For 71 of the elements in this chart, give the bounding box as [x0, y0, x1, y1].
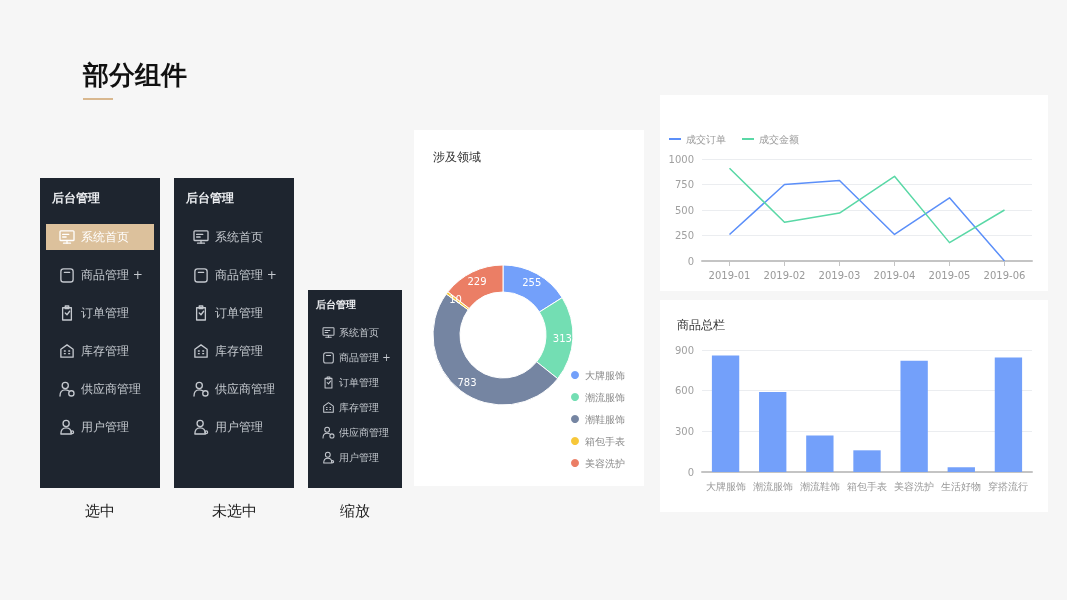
category-label: 订单管理 — [215, 304, 263, 322]
x-tick-label: 2019-02 — [763, 270, 806, 281]
text: 部分组件 — [83, 59, 187, 92]
data-label: 229 — [467, 275, 487, 287]
y-tick-label: 0 — [687, 255, 694, 267]
text: 未选中 — [210, 502, 258, 521]
chart-title: 商品总栏 — [677, 318, 725, 332]
x-tick-label: 大牌服饰 — [705, 481, 746, 492]
chart-title: 后台管理 — [186, 190, 234, 205]
line-series — [728, 167, 1006, 244]
category-label: 供应商管理 — [339, 425, 389, 440]
legend-label: 潮流服饰 — [585, 391, 625, 403]
chart-title: 涉及领域 — [433, 150, 481, 164]
category-label: 商品管理 + — [81, 266, 143, 284]
x-tick-label: 2019-03 — [818, 270, 861, 281]
x-tick-label: 穿搭流行 — [988, 481, 1029, 492]
legend-label: 大牌服饰 — [585, 369, 625, 381]
bar — [806, 435, 834, 472]
category-label: 用户管理 — [215, 418, 263, 436]
y-tick-label: 600 — [674, 385, 694, 397]
text: 选中 — [84, 502, 116, 521]
y-tick-label: 300 — [674, 425, 694, 437]
line-series — [728, 179, 1006, 262]
x-tick-label: 潮流服饰 — [752, 481, 793, 492]
y-tick-label: 0 — [687, 466, 694, 478]
category-label: 库存管理 — [215, 342, 263, 360]
category-label: 库存管理 — [81, 342, 129, 360]
category-label: 商品管理 + — [215, 266, 277, 284]
category-label: 用户管理 — [81, 418, 129, 436]
y-tick-label: 900 — [674, 344, 694, 356]
bar — [711, 355, 740, 472]
legend-label: 成交金额 — [759, 133, 799, 145]
category-label: 用户管理 — [339, 450, 379, 465]
category-label: 商品管理 + — [339, 350, 391, 365]
text: 缩放 — [339, 502, 371, 521]
legend-label: 箱包手表 — [585, 435, 625, 447]
category-label: 系统首页 — [215, 228, 263, 246]
x-tick-label: 2019-04 — [873, 270, 916, 281]
category-label: 订单管理 — [339, 375, 379, 390]
x-tick-label: 潮流鞋饰 — [799, 481, 840, 492]
menu-item-highlight: 系统首页 — [46, 224, 154, 250]
data-label: 313 — [552, 332, 572, 344]
legend-label: 美容洗护 — [585, 457, 625, 469]
y-tick-label: 1000 — [668, 153, 694, 165]
data-label: 783 — [457, 376, 477, 388]
category-label: 库存管理 — [339, 400, 379, 415]
x-tick-label: 生活好物 — [941, 481, 982, 492]
bar — [994, 357, 1023, 472]
category-label: 供应商管理 — [81, 380, 141, 398]
legend-label: 潮鞋服饰 — [585, 413, 625, 425]
y-tick-label: 750 — [674, 179, 694, 190]
data-label: 10 — [449, 293, 462, 305]
legend-label: 成交订单 — [686, 133, 726, 145]
y-tick-label: 250 — [674, 230, 694, 241]
x-tick-label: 2019-01 — [708, 270, 751, 281]
x-tick-label: 箱包手表 — [847, 481, 887, 492]
y-tick-label: 500 — [674, 204, 694, 216]
bar — [853, 450, 881, 472]
chart-title: 后台管理 — [52, 190, 100, 205]
x-tick-label: 2019-05 — [928, 270, 971, 281]
category-label: 供应商管理 — [215, 380, 275, 398]
data-label: 255 — [522, 277, 542, 289]
x-tick-label: 美容洗护 — [894, 481, 935, 492]
bar — [900, 360, 928, 472]
x-tick-label: 2019-06 — [983, 270, 1026, 281]
bar — [947, 467, 975, 472]
bar — [759, 392, 787, 472]
category-label: 订单管理 — [81, 304, 129, 322]
chart-title: 后台管理 — [316, 299, 356, 310]
category-label: 系统首页 — [81, 228, 129, 246]
category-label: 系统首页 — [339, 325, 379, 340]
